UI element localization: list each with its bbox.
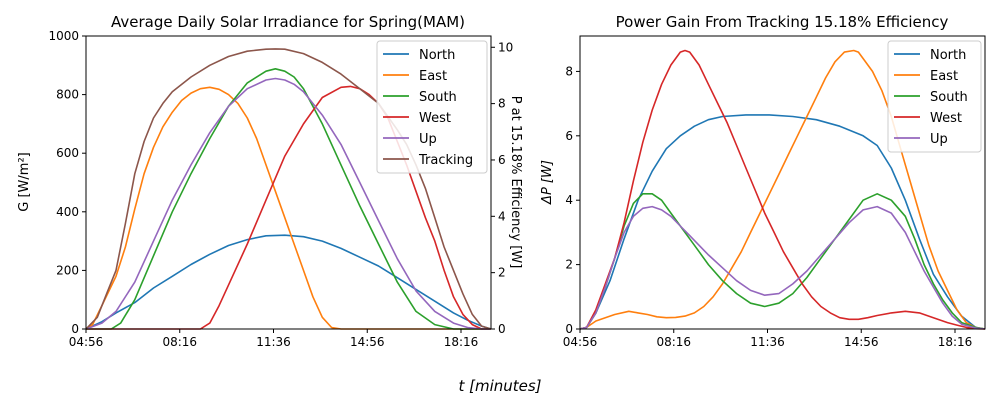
legend-label-east: East	[930, 69, 958, 84]
plot-area	[579, 49, 986, 330]
power-gain-chart: Power Gain From Tracking 15.18% Efficien…	[540, 13, 986, 349]
series-line-west	[86, 85, 491, 330]
y-tick-label: 6	[565, 129, 573, 143]
legend: North East South West Up Tracking	[376, 40, 488, 174]
series-line-tracking	[85, 48, 492, 330]
y-tick-label: 0	[565, 322, 573, 336]
irradiance-chart: Average Daily Solar Irradiance for Sprin…	[17, 13, 523, 349]
legend-box	[376, 40, 488, 174]
y2-tick-label: 4	[498, 209, 506, 223]
axes-frame	[579, 35, 986, 330]
y-tick-label: 600	[56, 146, 79, 160]
y-axis-ticks: 0 200 400 600 800 1000	[48, 29, 86, 336]
x-tick-label: 11:36	[256, 335, 291, 349]
y-tick-label: 800	[56, 88, 79, 102]
figure-x-axis-label: t [minutes]	[458, 377, 541, 395]
legend-label-east: East	[419, 69, 447, 84]
y-tick-label: 2	[565, 258, 573, 272]
series-line-up	[85, 77, 491, 330]
legend-box	[887, 40, 982, 153]
series-line-south	[86, 68, 491, 330]
x-axis-ticks: 04:56 08:16 11:36 14:56 18:16	[563, 329, 973, 349]
x-axis-ticks: 04:56 08:16 11:36 14:56 18:16	[69, 329, 479, 349]
x-tick-label: 11:36	[750, 335, 785, 349]
series-line-east	[85, 86, 491, 330]
x-tick-label: 18:16	[938, 335, 973, 349]
legend-label-west: West	[930, 111, 962, 126]
legend-label-up: Up	[419, 132, 437, 147]
y2-tick-label: 8	[498, 97, 506, 111]
legend-label-tracking: Tracking	[418, 153, 473, 168]
axes-frame	[85, 35, 492, 330]
series-line-north	[85, 234, 492, 330]
x-tick-label: 04:56	[69, 335, 104, 349]
x-tick-label: 14:56	[844, 335, 879, 349]
legend-label-west: West	[419, 111, 451, 126]
series-line-south	[579, 193, 986, 330]
y-tick-label: 200	[56, 263, 79, 277]
x-tick-label: 14:56	[350, 335, 385, 349]
legend-label-up: Up	[930, 132, 948, 147]
x-tick-label: 04:56	[563, 335, 598, 349]
legend-label-north: North	[419, 48, 455, 63]
plot-area	[85, 48, 492, 330]
y2-tick-label: 0	[498, 322, 506, 336]
x-tick-label: 18:16	[444, 335, 479, 349]
series-line-west	[579, 49, 986, 330]
chart-title: Average Daily Solar Irradiance for Sprin…	[111, 13, 465, 31]
legend-label-south: South	[419, 90, 457, 105]
series-line-up	[579, 205, 986, 330]
y-tick-label: 4	[565, 193, 573, 207]
x-tick-label: 08:16	[162, 335, 197, 349]
y2-tick-label: 2	[498, 266, 506, 280]
y-axis-ticks: 0 2 4 6 8	[565, 64, 580, 336]
secondary-y-axis-label: P at 15.18% Efficiency [W]	[508, 96, 523, 269]
y-tick-label: 1000	[48, 29, 79, 43]
series-line-north	[579, 114, 986, 330]
secondary-y-axis-ticks: 0 2 4 6 8 10	[491, 40, 513, 336]
legend: North East South West Up	[887, 40, 982, 153]
y-axis-label: G [W/m²]	[17, 152, 32, 211]
legend-label-south: South	[930, 90, 968, 105]
y-axis-label: ΔP [W]	[540, 160, 555, 205]
series-line-east	[579, 49, 986, 330]
x-tick-label: 08:16	[656, 335, 691, 349]
y2-tick-label: 10	[498, 40, 513, 54]
y2-tick-label: 6	[498, 153, 506, 167]
chart-title: Power Gain From Tracking 15.18% Efficien…	[616, 13, 949, 31]
y-tick-label: 8	[565, 64, 573, 78]
y-tick-label: 400	[56, 205, 79, 219]
legend-label-north: North	[930, 48, 966, 63]
y-tick-label: 0	[71, 322, 79, 336]
